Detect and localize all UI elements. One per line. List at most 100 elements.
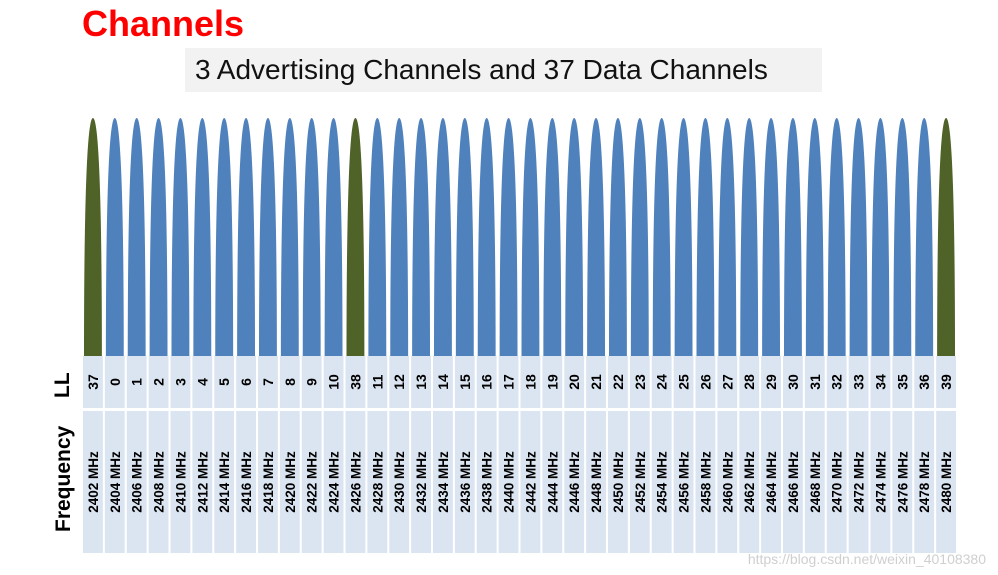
- ll-channel-number: 8: [282, 378, 298, 386]
- frequency-cell: [83, 411, 103, 553]
- ll-channel-number: 14: [435, 374, 451, 390]
- ll-channel-number: 12: [391, 374, 407, 390]
- frequency-cell: [301, 411, 322, 553]
- data-channel-lobe: [105, 118, 124, 356]
- advertising-channel-lobe: [937, 118, 955, 356]
- ll-cell: [783, 356, 803, 408]
- ll-channel-number: 37: [85, 374, 101, 390]
- ll-cell: [214, 356, 235, 408]
- frequency-cell: [564, 411, 585, 553]
- data-channel-lobe: [412, 118, 430, 356]
- ll-cell: [542, 356, 563, 408]
- channel-frequency: 2448 MHz: [589, 451, 604, 513]
- data-channel-lobe: [609, 118, 627, 356]
- ll-channel-number: 3: [172, 378, 188, 386]
- frequency-cell: [214, 411, 235, 553]
- ll-cell: [739, 356, 760, 408]
- frequency-cell: [783, 411, 803, 553]
- ll-channel-number: 39: [938, 374, 954, 390]
- ll-cell: [498, 356, 519, 408]
- data-channel-lobe: [849, 118, 868, 356]
- ll-cell: [520, 356, 541, 408]
- frequency-cell: [433, 411, 453, 553]
- channel-frequency: 2434 MHz: [436, 451, 451, 513]
- ll-channel-number: 16: [479, 374, 495, 390]
- channel-frequency: 2436 MHz: [458, 451, 473, 513]
- ll-cell: [258, 356, 278, 408]
- data-channel-lobe: [543, 118, 562, 356]
- frequency-cell: [170, 411, 191, 553]
- data-channel-lobe: [521, 118, 540, 356]
- ll-cell: [914, 356, 935, 408]
- data-channel-lobe: [805, 118, 824, 356]
- frequency-cell: [848, 411, 869, 553]
- ll-cell: [892, 356, 913, 408]
- ll-cell: [870, 356, 891, 408]
- ll-cell: [104, 356, 125, 408]
- data-channel-lobe: [587, 118, 605, 356]
- ll-cell: [651, 356, 672, 408]
- ll-channel-number: 5: [216, 378, 232, 386]
- frequency-cell: [126, 411, 147, 553]
- data-channel-lobe: [215, 118, 234, 356]
- frequency-cell: [367, 411, 388, 553]
- ll-cell: [279, 356, 300, 408]
- channel-frequency: 2410 MHz: [173, 451, 188, 513]
- ll-channel-number: 0: [107, 378, 123, 386]
- ll-channel-number: 28: [741, 374, 757, 390]
- channel-frequency: 2414 MHz: [217, 451, 232, 513]
- data-channel-lobe: [171, 118, 190, 356]
- ll-channel-number: 25: [676, 374, 692, 390]
- channel-frequency: 2444 MHz: [545, 451, 560, 513]
- ll-cell: [170, 356, 191, 408]
- ll-channel-number: 23: [632, 374, 648, 390]
- ll-channel-number: 17: [501, 374, 517, 390]
- ll-channel-number: 36: [916, 374, 932, 390]
- frequency-cell: [892, 411, 913, 553]
- ll-cell: [717, 356, 738, 408]
- ll-cell: [301, 356, 322, 408]
- channel-frequency: 2452 MHz: [633, 451, 648, 513]
- data-channel-lobe: [740, 118, 759, 356]
- ll-channel-number: 15: [457, 374, 473, 390]
- channel-frequency: 2470 MHz: [830, 451, 845, 513]
- channel-frequency: 2442 MHz: [523, 451, 538, 513]
- data-channel-lobe: [696, 118, 715, 356]
- ll-channel-number: 38: [347, 374, 363, 390]
- ll-cell: [476, 356, 497, 408]
- data-channel-lobe: [499, 118, 518, 356]
- ll-channel-number: 35: [894, 374, 910, 390]
- channel-frequency: 2464 MHz: [764, 451, 779, 513]
- data-channel-lobe: [302, 118, 321, 356]
- subtitle-box: 3 Advertising Channels and 37 Data Chann…: [185, 48, 822, 92]
- frequency-cell: [104, 411, 125, 553]
- frequency-cell: [411, 411, 431, 553]
- frequency-cell: [279, 411, 300, 553]
- data-channel-lobe: [827, 118, 846, 356]
- ll-cell: [564, 356, 585, 408]
- ll-cell: [83, 356, 103, 408]
- ll-channel-number: 19: [544, 374, 560, 390]
- ll-cell: [761, 356, 781, 408]
- watermark: https://blog.csdn.net/weixin_40108380: [747, 551, 986, 567]
- data-channel-lobe: [434, 118, 452, 356]
- frequency-cell: [826, 411, 847, 553]
- frequency-cell: [914, 411, 935, 553]
- ll-cell: [848, 356, 869, 408]
- frequency-cell: [651, 411, 672, 553]
- ll-cell: [411, 356, 431, 408]
- data-channel-lobe: [893, 118, 912, 356]
- channel-frequency: 2404 MHz: [108, 451, 123, 513]
- ll-cell: [126, 356, 147, 408]
- ll-cell: [367, 356, 388, 408]
- channel-frequency: 2456 MHz: [677, 451, 692, 513]
- data-channel-lobe: [871, 118, 890, 356]
- channel-frequency: 2454 MHz: [655, 451, 670, 513]
- data-channel-lobe: [915, 118, 934, 356]
- ll-channel-number: 31: [807, 374, 823, 390]
- data-channel-lobe: [630, 118, 649, 356]
- ll-cell: [148, 356, 169, 408]
- ll-cell: [192, 356, 213, 408]
- channel-frequency: 2440 MHz: [502, 451, 517, 513]
